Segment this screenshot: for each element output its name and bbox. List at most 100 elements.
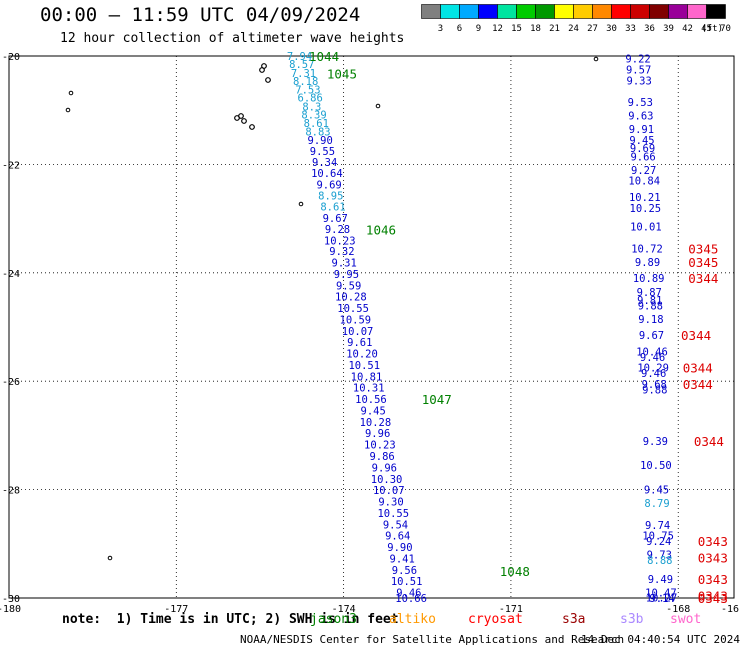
data-point-label: 10.01 [630,222,662,234]
legend-label: 9 [476,24,481,34]
data-point-label: 10.51 [348,360,380,372]
data-point-label: 10.07 [373,485,405,497]
data-point-label: 10.20 [346,349,378,361]
data-point-label: 8.3 [302,101,321,113]
data-point-label: 10.81 [351,371,383,383]
data-point-label: 10.47 [645,588,677,600]
data-point-label: 9.89 [635,257,660,269]
data-point-label: 9.67 [639,330,664,342]
data-point-label: 9.27 [631,165,656,177]
data-point-label: 10.30 [371,474,403,486]
data-point-label: 9.45 [629,135,654,147]
x-tick-label: -180 [0,604,21,615]
data-point-label: 9.53 [628,97,653,109]
data-point-label: 9.61 [347,337,372,349]
footer-credit: NOAA/NESDIS Center for Satellite Applica… [240,633,625,646]
data-point-label: 9.66 [630,151,655,163]
legend-unit: (ft) [701,24,723,34]
data-point-label: 9.67 [323,213,348,225]
data-point-label: 8.79 [644,498,669,510]
data-point-label: 8.88 [647,555,672,567]
data-point-label: 9.39 [643,436,668,448]
satellite-label: s3b [620,612,644,627]
data-point-label: 7.31 [291,68,316,80]
x-tick-label: -171 [499,604,523,615]
footer-note: note: 1) Time is in UTC; 2) SWH is in fe… [62,612,399,627]
satellite-label: s3a [562,612,586,627]
data-point-label: 9.54 [383,519,408,531]
satellite-label: altiko [389,612,436,627]
data-point-label: 9.56 [392,565,417,577]
legend-label: 12 [492,24,503,34]
data-point-label: 9.31 [332,258,357,270]
data-point-label: 9.73 [647,550,672,562]
data-point-label: 9.45 [361,405,386,417]
data-point-label: 9.96 [365,428,390,440]
data-point-label: 9.34 [312,157,337,169]
island-outline [261,63,267,69]
time-annotation: 0344 [683,377,713,392]
data-point-label: 9.68 [642,379,667,391]
data-point-label: 8.61 [320,202,345,214]
data-point-label: 10.29 [637,363,669,375]
time-annotation: 0344 [688,271,718,286]
x-tick-label: -168 [666,604,690,615]
time-annotation: 0345 [688,241,718,256]
data-point-label: 9.49 [648,574,673,586]
data-point-label: 9.33 [627,75,652,87]
data-point-label: 9.30 [378,497,403,509]
data-point-label: 9.64 [385,531,410,543]
page-subtitle: 12 hour collection of altimeter wave hei… [60,31,405,46]
time-annotation: 1044 [309,49,339,64]
data-point-label: 10.21 [629,192,661,204]
data-point-label: 8.18 [293,76,318,88]
x-tick-label: -16 [721,604,739,615]
island-outline [68,90,74,96]
time-annotation: 0343 [698,591,728,606]
data-point-label: 10.56 [355,394,387,406]
legend-label: 39 [663,24,674,34]
data-point-label: 10.07 [342,326,374,338]
data-point-label: 9.88 [638,300,663,312]
time-annotation: 1046 [366,222,396,237]
data-point-label: 9.69 [630,143,655,155]
time-annotation: 0344 [681,328,711,343]
legend-label: 33 [625,24,636,34]
data-point-label: 9.28 [325,224,350,236]
data-point-label: 9.46 [396,588,421,600]
data-point-label: 7.53 [295,85,320,97]
data-point-label: 9.32 [329,246,354,258]
data-point-label: 10.28 [335,292,367,304]
legend-label: 15 [511,24,522,34]
legend-label: 3 [438,24,443,34]
data-point-label: 10.59 [340,314,372,326]
satellite-label: swot [670,612,702,627]
data-point-label: 10.28 [360,417,392,429]
island-outline [249,124,255,130]
island-outline [298,201,304,207]
x-tick-label: -177 [164,604,188,615]
island-outline [265,77,271,83]
time-annotation: 0344 [694,434,724,449]
data-point-label: 9.88 [642,384,667,396]
data-point-label: 9.90 [387,542,412,554]
data-point-label: 10.27 [646,592,678,604]
time-annotation: 0343 [698,588,728,603]
data-point-label: 10.46 [636,346,668,358]
data-point-label: 9.81 [637,295,662,307]
data-point-label: 9.86 [369,451,394,463]
footer-timestamp: 14 Dec 04:40:54 UTC 2024 [581,633,740,646]
data-point-label: 8.83 [305,126,330,138]
y-tick-label: -30 [2,594,20,605]
data-point-label: 10.55 [337,303,369,315]
data-point-label: 10.50 [640,460,672,472]
data-point-label: 10.84 [628,176,660,188]
island-outline [107,555,113,561]
data-point-label: 10.31 [353,383,385,395]
legend-label: 27 [587,24,598,34]
island-outline [65,107,71,113]
data-point-label: 9.96 [372,462,397,474]
time-annotation: 0343 [698,550,728,565]
plot-frame [8,55,735,599]
data-point-label: 9.91 [629,124,654,136]
